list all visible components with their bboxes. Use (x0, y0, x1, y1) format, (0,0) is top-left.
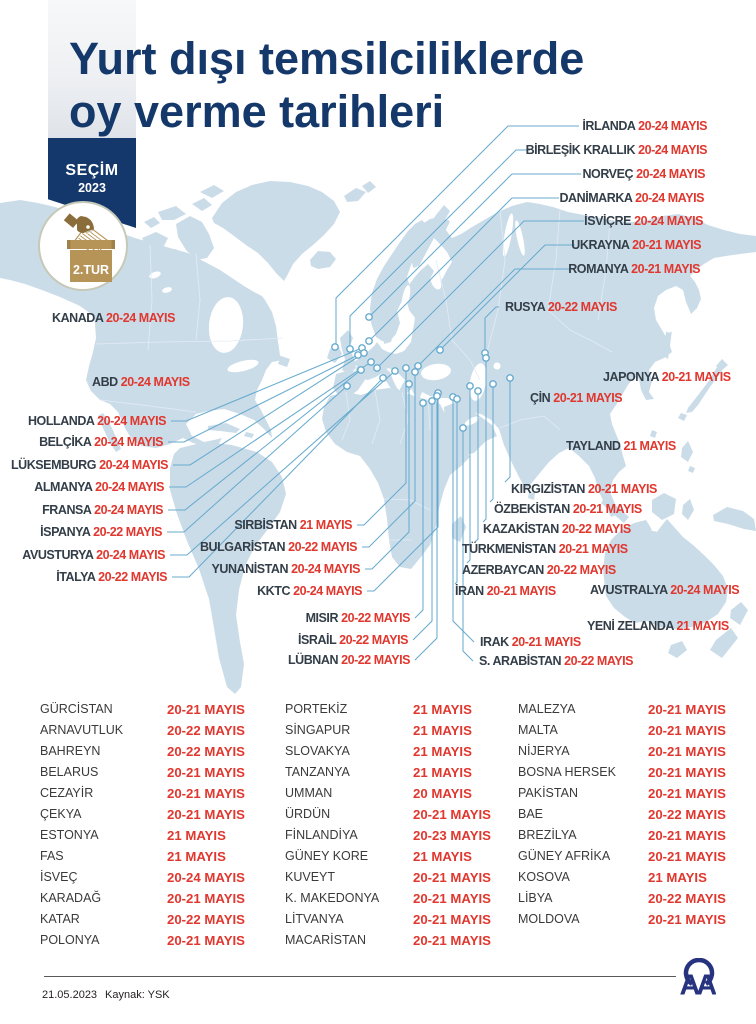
svg-text:2.TUR: 2.TUR (73, 263, 109, 277)
svg-text:AA: AA (680, 970, 716, 997)
